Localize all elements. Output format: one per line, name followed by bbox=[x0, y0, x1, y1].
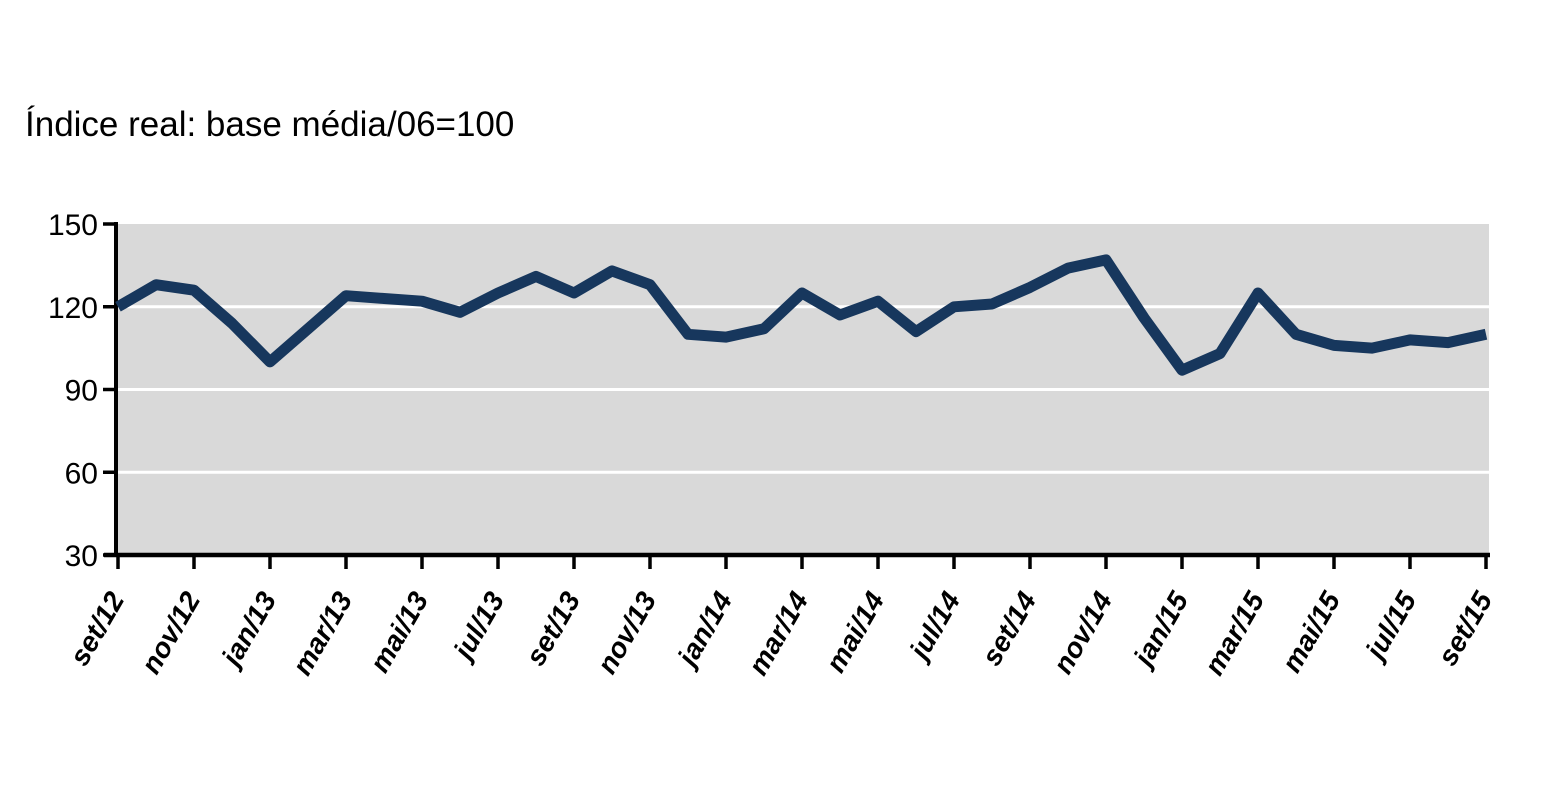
x-axis-tick-label: mai/15 bbox=[1276, 586, 1347, 677]
y-axis-tick-label: 120 bbox=[48, 292, 98, 325]
x-axis-tick-label: set/15 bbox=[1432, 586, 1499, 671]
x-axis-tick-label: set/13 bbox=[520, 586, 587, 671]
y-axis-tick-label: 90 bbox=[65, 375, 98, 408]
x-axis-tick-label: nov/13 bbox=[591, 586, 662, 679]
x-axis-tick-label: mai/13 bbox=[364, 586, 435, 677]
x-axis-tick-label: jul/15 bbox=[1358, 586, 1423, 667]
data-line-indice-real bbox=[115, 254, 1488, 376]
x-axis-tick-label: jul/13 bbox=[446, 586, 511, 667]
x-axis-tick-label: jan/13 bbox=[214, 586, 283, 674]
y-axis-tick-label: 30 bbox=[65, 540, 98, 573]
x-axis-tick-label: mar/14 bbox=[742, 586, 814, 680]
x-axis-tick-label: jul/14 bbox=[902, 586, 967, 667]
x-axis-tick-label: jan/15 bbox=[1126, 586, 1195, 674]
y-axis-tick-label: 150 bbox=[48, 209, 98, 242]
x-axis-tick-label: nov/12 bbox=[135, 586, 206, 679]
y-axis-tick-label: 60 bbox=[65, 457, 98, 490]
x-axis-tick-label: nov/14 bbox=[1047, 586, 1118, 679]
x-axis-tick-label: jan/14 bbox=[670, 586, 739, 674]
x-axis-tick-label: set/14 bbox=[976, 586, 1043, 671]
x-axis-tick-label: mar/15 bbox=[1198, 586, 1270, 680]
x-axis-tick-label: mar/13 bbox=[286, 586, 358, 680]
x-axis-tick-label: set/12 bbox=[64, 586, 131, 671]
x-axis-tick-label: mai/14 bbox=[820, 586, 891, 677]
chart-title: Índice real: base média/06=100 bbox=[25, 105, 515, 144]
